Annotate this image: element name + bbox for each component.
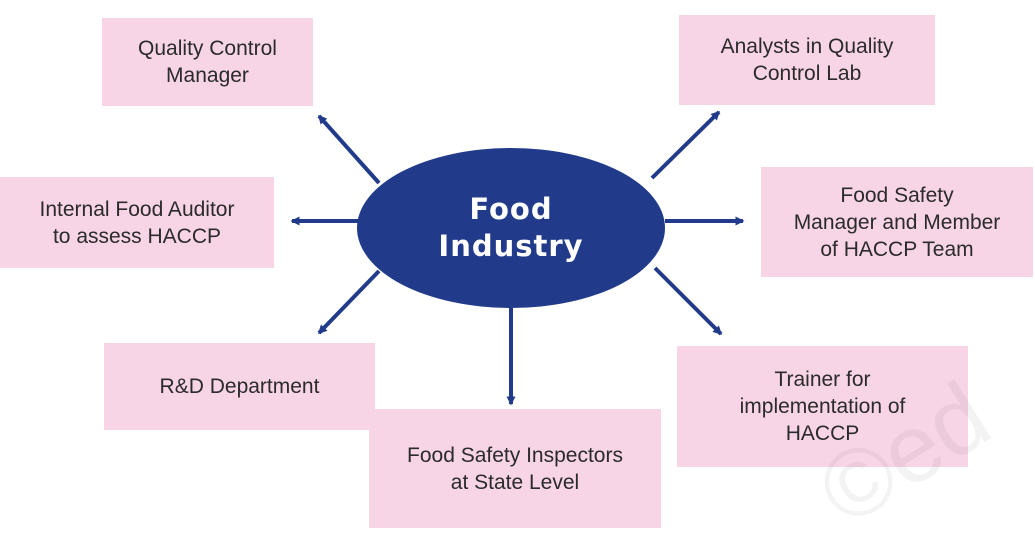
- arrow-to-trainer-haccp: [653, 266, 723, 336]
- arrow-to-analysts-quality-control-lab: [650, 110, 721, 180]
- node-label: Food Safety Manager and Member of HACCP …: [793, 183, 1001, 261]
- node-rd-department: R&D Department: [104, 343, 375, 430]
- hub-food-industry-label: Food Industry: [438, 192, 584, 263]
- node-food-safety-inspectors: Food Safety Inspectors at State Level: [369, 409, 661, 528]
- node-trainer-haccp: Trainer for implementation of HACCP: [677, 346, 968, 467]
- arrows-layer: [290, 110, 745, 406]
- hub-ellipse: [357, 148, 665, 308]
- arrow-to-rd-department: [317, 269, 381, 335]
- node-label: Quality Control Manager: [138, 37, 277, 87]
- node-label: R&D Department: [159, 375, 320, 398]
- node-label: Analysts in Quality Control Lab: [720, 35, 894, 85]
- node-label: Internal Food Auditor to assess HACCP: [39, 197, 235, 248]
- arrow-to-quality-control-manager: [317, 114, 381, 185]
- node-label: Food Safety Inspectors at State Level: [407, 443, 623, 494]
- node-food-safety-manager: Food Safety Manager and Member of HACCP …: [761, 167, 1033, 277]
- node-internal-food-auditor: Internal Food Auditor to assess HACCP: [0, 177, 274, 268]
- node-analysts-quality-control-lab: Analysts in Quality Control Lab: [679, 15, 935, 105]
- node-quality-control-manager: Quality Control Manager: [102, 18, 313, 106]
- node-label: Trainer for implementation of HACCP: [739, 368, 906, 445]
